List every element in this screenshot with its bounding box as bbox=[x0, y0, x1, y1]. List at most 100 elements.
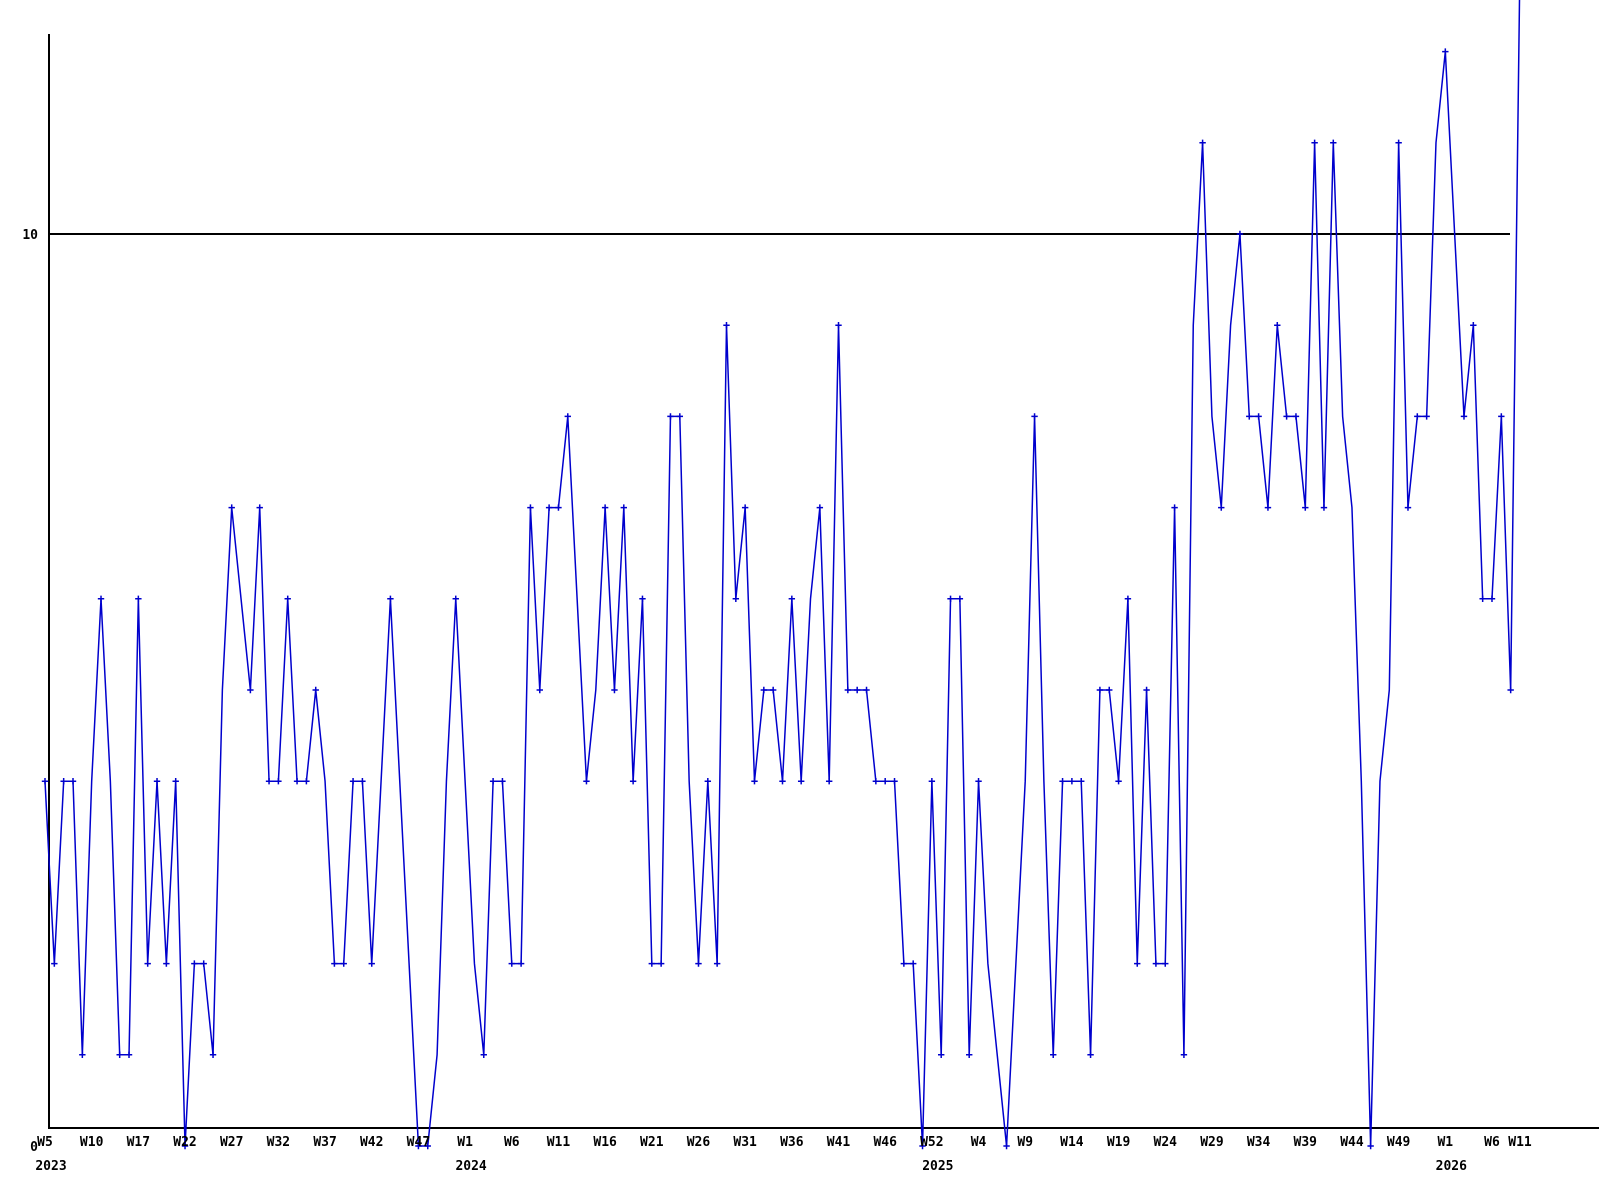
data-point-marker bbox=[611, 686, 618, 694]
data-point-marker bbox=[583, 778, 590, 785]
data-point-marker bbox=[751, 778, 758, 785]
data-point-marker bbox=[1236, 230, 1244, 238]
data-point-marker bbox=[1246, 413, 1253, 420]
data-point-marker bbox=[975, 778, 982, 785]
x-tick-label: W26 bbox=[687, 1135, 711, 1150]
data-point-marker bbox=[116, 1051, 123, 1058]
data-point-marker bbox=[247, 686, 254, 694]
data-point-marker bbox=[657, 960, 665, 967]
data-point-marker bbox=[368, 960, 375, 967]
data-point-marker bbox=[723, 322, 730, 329]
y-tick-label-10: 10 bbox=[22, 228, 38, 243]
x-tick-label: W10 bbox=[80, 1135, 104, 1150]
data-point-marker bbox=[1414, 413, 1421, 420]
data-point-marker bbox=[853, 686, 861, 694]
data-point-marker bbox=[919, 1142, 926, 1150]
data-point-marker bbox=[1507, 686, 1514, 694]
x-tick-year-label: 2026 bbox=[1436, 1159, 1467, 1174]
data-point-marker bbox=[1171, 504, 1178, 511]
x-tick-label: W46 bbox=[873, 1135, 897, 1150]
x-tick-label: W5 bbox=[37, 1135, 53, 1150]
data-point-marker bbox=[844, 686, 852, 694]
data-point-marker bbox=[153, 778, 161, 785]
data-point-marker bbox=[676, 413, 684, 420]
data-point-marker bbox=[956, 595, 964, 602]
data-point-marker bbox=[1162, 960, 1169, 967]
x-tick-label: W24 bbox=[1154, 1135, 1178, 1150]
data-point-marker bbox=[1003, 1142, 1010, 1150]
data-point-marker bbox=[816, 504, 824, 511]
data-point-marker bbox=[228, 504, 235, 511]
data-point-marker bbox=[947, 595, 954, 602]
data-point-marker bbox=[620, 504, 627, 511]
data-point-marker bbox=[1367, 1142, 1374, 1150]
x-tick-label: W29 bbox=[1200, 1135, 1223, 1150]
data-point-marker bbox=[769, 686, 777, 694]
data-point-marker bbox=[1470, 322, 1477, 329]
data-point-marker bbox=[1199, 139, 1206, 146]
data-point-marker bbox=[601, 504, 609, 511]
data-point-marker bbox=[1283, 413, 1290, 420]
data-point-marker bbox=[1311, 139, 1318, 146]
series-line bbox=[44, 0, 1521, 1147]
data-point-marker bbox=[293, 778, 301, 785]
data-point-marker bbox=[1460, 413, 1468, 420]
data-point-marker bbox=[695, 960, 702, 967]
data-point-marker bbox=[499, 778, 506, 785]
x-tick-label: W1 bbox=[457, 1135, 473, 1150]
data-point-marker bbox=[275, 778, 282, 785]
data-point-marker bbox=[359, 778, 366, 785]
data-point-marker bbox=[1404, 504, 1412, 511]
data-point-marker bbox=[340, 960, 347, 967]
data-point-marker bbox=[508, 960, 515, 967]
data-point-marker bbox=[825, 778, 833, 785]
x-tick-label: W1 bbox=[1437, 1135, 1453, 1150]
data-point-marker bbox=[312, 686, 319, 694]
y-tick-label-0: 0 bbox=[30, 1140, 38, 1155]
data-point-marker bbox=[1442, 48, 1449, 55]
x-tick-label: W37 bbox=[313, 1135, 336, 1150]
data-point-marker bbox=[732, 595, 740, 602]
data-point-marker bbox=[966, 1051, 973, 1058]
x-tick-label: W52 bbox=[920, 1135, 943, 1150]
data-point-marker bbox=[564, 413, 571, 420]
data-point-marker bbox=[1180, 1051, 1188, 1058]
axes-group bbox=[48, 34, 1599, 1129]
data-point-marker bbox=[97, 595, 105, 602]
data-point-marker bbox=[1152, 960, 1160, 967]
x-tick-label: W14 bbox=[1060, 1135, 1084, 1150]
data-point-marker bbox=[51, 960, 58, 967]
data-point-marker bbox=[1330, 139, 1337, 146]
data-point-marker bbox=[779, 778, 786, 785]
data-point-marker bbox=[872, 778, 880, 785]
data-point-marker bbox=[387, 595, 394, 602]
data-point-marker bbox=[1050, 1051, 1057, 1058]
x-tick-label: W47 bbox=[407, 1135, 430, 1150]
data-point-marker bbox=[1143, 686, 1150, 694]
data-point-marker bbox=[489, 778, 497, 785]
data-point-marker bbox=[517, 960, 525, 967]
data-point-marker bbox=[1264, 504, 1272, 511]
y-axis-tick-labels: 0 10 bbox=[22, 228, 38, 1155]
data-point-marker bbox=[1292, 413, 1300, 420]
data-point-marker bbox=[648, 960, 656, 967]
data-point-marker bbox=[1115, 778, 1122, 785]
data-point-marker bbox=[704, 778, 712, 785]
data-point-marker bbox=[1096, 686, 1104, 694]
x-tick-label: W39 bbox=[1294, 1135, 1317, 1150]
data-point-marker bbox=[545, 504, 553, 511]
x-tick-label: W22 bbox=[173, 1135, 196, 1150]
data-point-marker bbox=[163, 960, 170, 967]
data-point-marker bbox=[191, 960, 198, 967]
data-point-marker bbox=[331, 960, 338, 967]
x-tick-label: W4 bbox=[971, 1135, 987, 1150]
data-point-marker bbox=[667, 413, 674, 420]
data-point-marker bbox=[1031, 413, 1038, 420]
data-point-marker bbox=[741, 504, 749, 511]
data-point-marker bbox=[303, 778, 310, 785]
data-point-marker bbox=[1087, 1051, 1094, 1058]
data-point-marker bbox=[69, 778, 77, 785]
data-point-marker bbox=[1395, 139, 1402, 146]
data-point-marker bbox=[1068, 778, 1076, 785]
